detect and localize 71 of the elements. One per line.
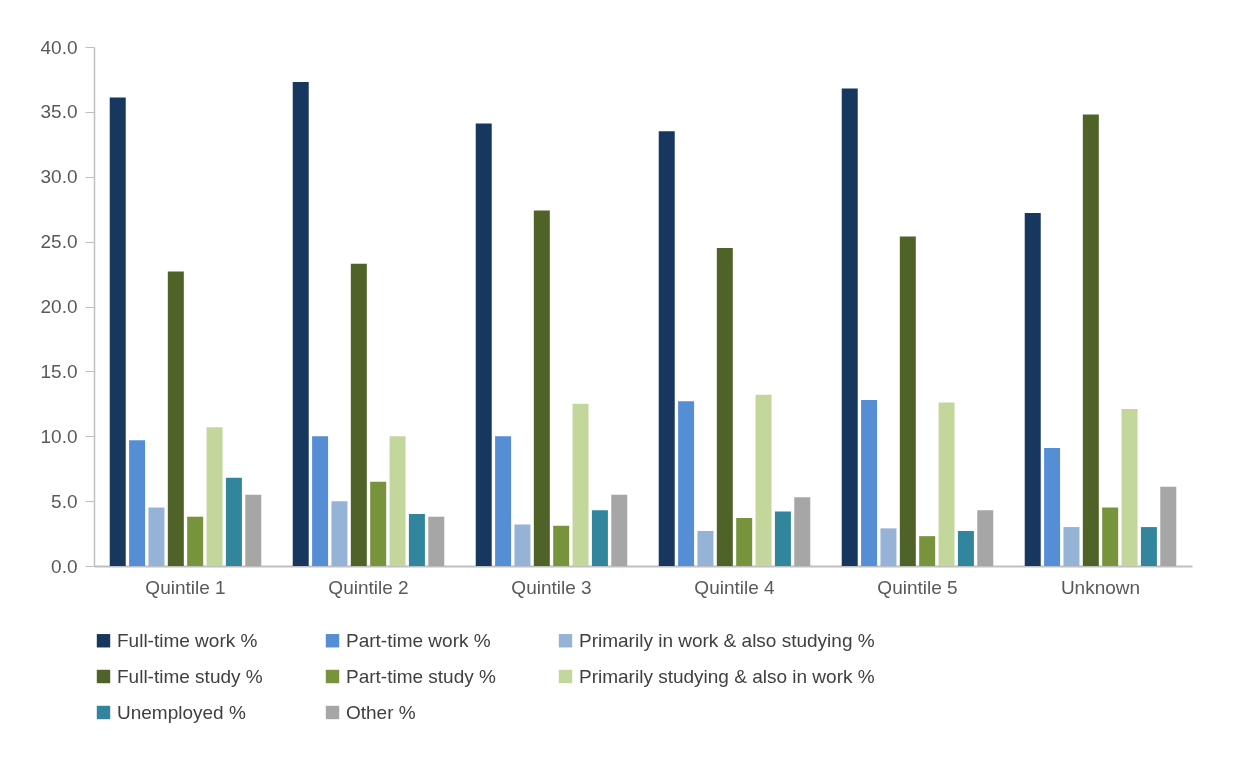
bar [841,88,858,566]
bar [658,131,675,566]
bar [475,123,492,566]
bar [861,399,878,566]
bar [389,436,406,566]
bar [755,394,772,566]
y-tick-label: 40.0 [40,36,78,58]
legend-label: Part-time work % [346,629,491,651]
bar [553,525,570,566]
bar [331,501,348,566]
bar [187,516,204,566]
bar [957,530,974,566]
bar [591,510,608,566]
bar [1063,527,1080,566]
bar [350,263,367,566]
bar [408,514,425,566]
bar [245,494,262,566]
y-tick-label: 5.0 [51,490,78,512]
bar [428,516,445,566]
bar [899,236,916,566]
bar [678,401,695,566]
legend-label: Other % [346,701,416,723]
x-tick-label: Quintile 1 [145,576,226,598]
x-tick-label: Quintile 2 [328,576,409,598]
bar [292,82,309,566]
bar [1102,507,1119,566]
bar [1082,114,1099,566]
bar [370,481,387,566]
y-tick-label: 0.0 [51,555,78,577]
bar [167,271,184,566]
bar [611,494,628,566]
bar [1044,447,1061,566]
legend-label: Primarily in work & also studying % [579,629,875,651]
bar [1121,409,1138,566]
bar [736,517,753,566]
bar [774,511,791,566]
x-tick-label: Quintile 5 [877,576,958,598]
bar [109,97,126,566]
y-tick-label: 10.0 [40,425,78,447]
y-tick-label: 25.0 [40,231,78,253]
bar [919,536,936,566]
y-tick-label: 15.0 [40,360,78,382]
bar [794,497,811,566]
legend-label: Full-time work % [117,629,258,651]
bar [1140,527,1157,566]
bar [938,402,955,566]
bar [225,477,242,566]
bar [977,510,994,566]
y-tick-label: 20.0 [40,296,78,317]
bar [572,403,589,566]
y-tick-label: 35.0 [40,101,78,123]
legend-label: Primarily studying & also in work % [579,665,875,687]
bar [514,524,531,566]
legend-label: Full-time study % [117,665,263,687]
y-tick-label: 30.0 [40,166,78,188]
bar [495,436,512,566]
bar [716,248,733,566]
x-tick-label: Quintile 3 [511,576,592,598]
legend-label: Part-time study % [346,665,497,687]
bar [880,528,897,566]
bar [129,440,146,566]
bar [1024,213,1041,566]
bar [1160,486,1177,566]
x-tick-label: Quintile 4 [694,576,776,598]
bar [148,507,165,566]
bar [533,210,550,566]
x-tick-label: Unknown [1060,576,1141,598]
bar [697,530,714,566]
bar [312,436,329,566]
legend-label: Unemployed % [117,701,246,723]
bar [206,427,223,566]
